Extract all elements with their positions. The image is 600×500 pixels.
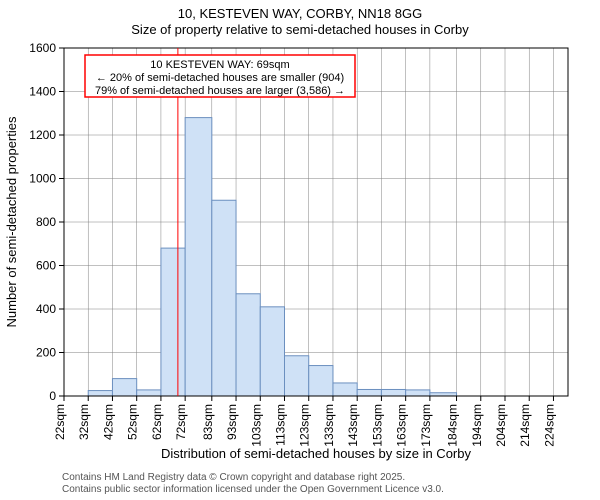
x-tick-label: 224sqm bbox=[542, 404, 556, 447]
histogram-bar bbox=[309, 366, 333, 396]
x-tick-label: 153sqm bbox=[370, 404, 384, 447]
y-tick-label: 600 bbox=[36, 259, 56, 273]
x-tick-label: 143sqm bbox=[346, 404, 360, 447]
attribution-2: Contains public sector information licen… bbox=[62, 484, 444, 495]
x-tick-label: 133sqm bbox=[322, 404, 336, 447]
x-tick-label: 52sqm bbox=[126, 404, 140, 440]
x-tick-label: 214sqm bbox=[518, 404, 532, 447]
y-axis-label: Number of semi-detached properties bbox=[4, 116, 19, 327]
legend-line: ← 20% of semi-detached houses are smalle… bbox=[96, 72, 344, 84]
histogram-bar bbox=[137, 390, 161, 396]
histogram-bar bbox=[285, 356, 309, 396]
legend-line: 79% of semi-detached houses are larger (… bbox=[95, 85, 345, 97]
chart-title-1: 10, KESTEVEN WAY, CORBY, NN18 8GG bbox=[178, 6, 422, 21]
histogram-bar bbox=[357, 389, 381, 396]
histogram-bar bbox=[185, 118, 212, 396]
y-tick-label: 1000 bbox=[29, 172, 56, 186]
y-tick-label: 400 bbox=[36, 302, 56, 316]
x-tick-label: 22sqm bbox=[53, 404, 67, 440]
histogram-bar bbox=[236, 294, 260, 396]
x-tick-label: 72sqm bbox=[174, 404, 188, 440]
y-tick-label: 1400 bbox=[29, 85, 56, 99]
histogram-bar bbox=[333, 383, 357, 396]
x-tick-label: 113sqm bbox=[274, 404, 288, 446]
histogram-bar bbox=[161, 248, 185, 396]
x-tick-label: 62sqm bbox=[150, 404, 164, 440]
x-tick-label: 42sqm bbox=[101, 404, 115, 440]
attribution-1: Contains HM Land Registry data © Crown c… bbox=[62, 472, 405, 483]
histogram-bar bbox=[406, 390, 430, 396]
y-tick-label: 800 bbox=[36, 215, 56, 229]
histogram-bar bbox=[381, 389, 405, 396]
x-tick-label: 204sqm bbox=[494, 404, 508, 447]
chart-title-2: Size of property relative to semi-detach… bbox=[131, 22, 469, 37]
x-tick-label: 103sqm bbox=[249, 404, 263, 447]
x-tick-label: 184sqm bbox=[446, 404, 460, 447]
y-tick-label: 1200 bbox=[29, 128, 56, 142]
histogram-bar bbox=[88, 391, 112, 396]
y-tick-label: 0 bbox=[49, 389, 56, 403]
legend-line: 10 KESTEVEN WAY: 69sqm bbox=[150, 59, 289, 71]
x-tick-label: 93sqm bbox=[225, 404, 239, 440]
histogram-bar bbox=[212, 200, 236, 396]
x-axis-label: Distribution of semi-detached houses by … bbox=[161, 446, 471, 461]
x-tick-label: 123sqm bbox=[298, 404, 312, 447]
histogram-bar bbox=[260, 307, 284, 396]
x-tick-label: 173sqm bbox=[419, 404, 433, 447]
x-tick-label: 194sqm bbox=[470, 404, 484, 447]
x-tick-label: 32sqm bbox=[77, 404, 91, 440]
histogram-bar bbox=[112, 379, 136, 396]
y-tick-label: 200 bbox=[36, 346, 56, 360]
x-tick-label: 163sqm bbox=[395, 404, 409, 447]
x-tick-label: 83sqm bbox=[201, 404, 215, 440]
y-tick-label: 1600 bbox=[29, 41, 56, 55]
